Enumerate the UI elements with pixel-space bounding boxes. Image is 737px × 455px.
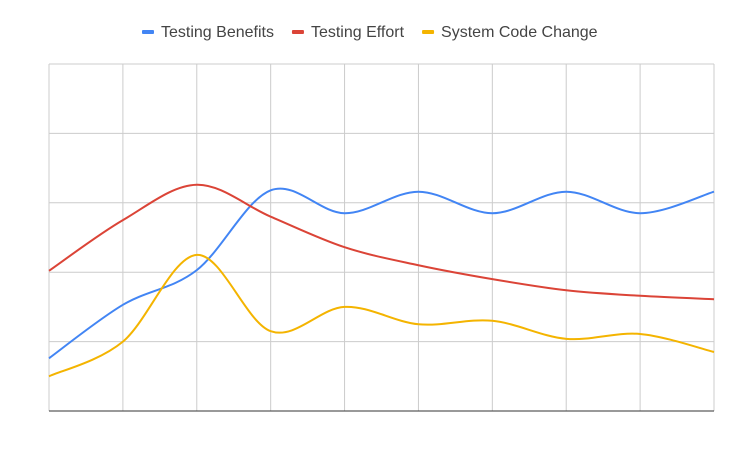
series-line [48,183,715,301]
series-line [48,253,715,378]
legend-label: Testing Effort [311,24,405,41]
series-line [48,187,715,360]
legend-swatch [142,30,154,34]
legend-label: Testing Benefits [161,24,274,41]
legend-label: System Code Change [441,24,598,41]
legend-swatch [291,30,304,34]
legend-swatch [422,30,435,34]
